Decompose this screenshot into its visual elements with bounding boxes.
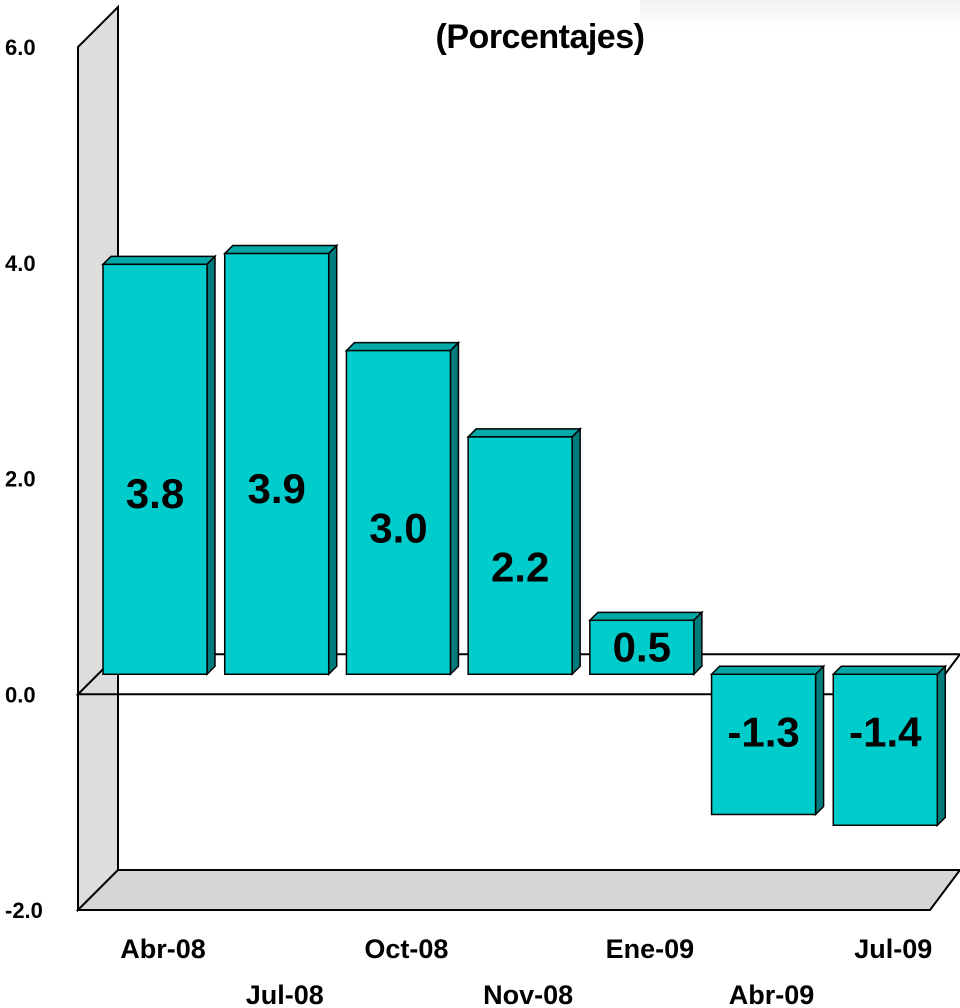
bar-value-label: 3.8 (126, 470, 184, 517)
bar-side (206, 254, 216, 677)
y-tick-label: 4.0 (5, 251, 36, 276)
bar-side (936, 664, 947, 828)
bar: 3.0 (344, 340, 461, 677)
bar-front (345, 349, 452, 675)
bar-top (588, 611, 704, 622)
bar: 3.9 (222, 243, 339, 677)
bar-value-label: 2.2 (491, 543, 549, 590)
bar: 0.5 (588, 610, 704, 677)
x-tick-label: Jul-09 (854, 934, 932, 964)
bar-front (223, 252, 330, 675)
x-tick-label: Nov-08 (483, 980, 573, 1008)
bar: 2.2 (466, 427, 582, 677)
x-tick-label: Jul-08 (246, 980, 324, 1008)
y-tick-label: 2.0 (5, 467, 36, 492)
bar-front (589, 619, 695, 675)
bar-top (101, 255, 217, 266)
bar-top (222, 244, 339, 255)
bar-side (693, 610, 703, 677)
bar-top (466, 428, 582, 438)
bar-value-label: -1.3 (727, 708, 799, 755)
x-tick-label: Ene-09 (606, 934, 695, 964)
y-axis-ticks: 6.0 4.0 2.0 0.0 -2.0 (5, 35, 43, 923)
chart-walls (75, 4, 960, 913)
bar: -1.3 (709, 664, 826, 817)
bar-side (449, 340, 460, 677)
y-tick-label: -2.0 (5, 898, 43, 923)
bar-top (344, 341, 461, 352)
bar-top (709, 665, 826, 675)
x-tick-label: Oct-08 (364, 934, 448, 964)
bar-front (102, 263, 208, 675)
bar-side (571, 427, 581, 677)
bar-front (467, 436, 573, 675)
bars: 3.8 3.9 3.0 2.2 0.5 -1.3 -1.4 (101, 243, 948, 828)
bar-value-label: 0.5 (613, 623, 671, 670)
bar: -1.4 (831, 664, 948, 828)
y-tick-label: 6.0 (5, 35, 36, 60)
bar-front (832, 673, 939, 827)
bar-value-label: 3.9 (248, 465, 306, 512)
bar-value-label: -1.4 (849, 708, 922, 755)
bar-side (327, 243, 338, 677)
bar-front (710, 673, 817, 816)
y-tick-label: 0.0 (5, 682, 36, 707)
x-axis-labels: Abr-08 Jul-08 Oct-08 Nov-08 Ene-09 Abr-09 Jul-… (120, 934, 932, 1008)
bar: 3.8 (101, 254, 217, 677)
bar-side (814, 664, 825, 817)
x-tick-label: Abr-08 (120, 934, 206, 964)
bar-top (831, 665, 948, 675)
floor (75, 869, 960, 911)
x-tick-label: Abr-09 (729, 980, 815, 1008)
chart-title: (Porcentajes) (435, 18, 645, 56)
bar-value-label: 3.0 (369, 505, 427, 552)
top-fade (640, 0, 960, 30)
